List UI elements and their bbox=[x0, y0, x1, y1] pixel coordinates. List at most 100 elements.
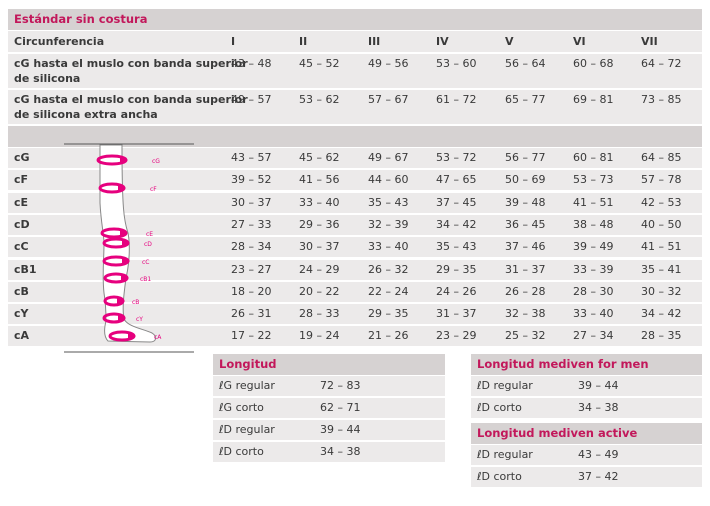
cell: 30 – 37 bbox=[299, 240, 340, 254]
table-row: cF 39 – 52 41 – 56 44 – 60 47 – 65 50 – 69 53 … bbox=[8, 170, 702, 191]
cell: 47 – 65 bbox=[436, 173, 477, 187]
mediven-men-row: ℓD regular 39 – 44 bbox=[471, 376, 702, 396]
size-header: III bbox=[368, 35, 381, 48]
cell: 31 – 37 bbox=[436, 307, 477, 321]
leg-label: cB1 bbox=[140, 276, 151, 283]
leg-label: cG bbox=[152, 158, 160, 165]
table-row: cB1 23 – 27 24 – 29 26 – 32 29 – 35 31 – 37 33… bbox=[8, 259, 702, 280]
table-row: cG 43 – 57 45 – 62 49 – 67 53 – 72 56 – 77 60 … bbox=[8, 148, 702, 168]
row-label-line2: de silicona bbox=[14, 72, 81, 85]
cell: 17 – 22 bbox=[231, 329, 272, 343]
cell: 42 – 53 bbox=[641, 195, 682, 209]
cell: 29 – 35 bbox=[368, 307, 409, 321]
longitud-value: 72 – 83 bbox=[320, 379, 361, 392]
cell: 21 – 26 bbox=[368, 329, 409, 343]
arrow-icon bbox=[118, 314, 126, 322]
cell: 57 – 78 bbox=[641, 173, 682, 187]
cell: 37 – 46 bbox=[505, 240, 546, 254]
mediven-active-title: Longitud mediven active bbox=[471, 423, 702, 444]
cell: 23 – 27 bbox=[231, 262, 272, 276]
longitud-label: ℓG regular bbox=[219, 379, 275, 392]
longitud-row: ℓG regular 72 – 83 bbox=[213, 376, 445, 396]
cell: 49 – 57 bbox=[231, 93, 272, 106]
cell: 33 – 40 bbox=[299, 195, 340, 209]
cell: 26 – 28 bbox=[505, 284, 546, 298]
cell: 28 – 34 bbox=[231, 240, 272, 254]
cell: 65 – 77 bbox=[505, 93, 546, 106]
cell: 73 – 85 bbox=[641, 93, 682, 106]
cell: 60 – 81 bbox=[573, 151, 614, 164]
leg-diagram: cG cF cE cD cC cB1 cB cY cA bbox=[64, 143, 194, 353]
cell: 27 – 34 bbox=[573, 329, 614, 343]
size-header: V bbox=[505, 35, 514, 48]
row-label-line2: de silicona extra ancha bbox=[14, 108, 158, 121]
cell: 38 – 48 bbox=[573, 217, 614, 231]
arrow-icon bbox=[120, 156, 128, 164]
leg-rings: cG cF cE cD cC cB1 cB cY cA bbox=[96, 154, 162, 342]
arrow-icon bbox=[118, 184, 126, 192]
cell: 53 – 62 bbox=[299, 93, 340, 106]
row-label: cG hasta el muslo con banda superior de … bbox=[14, 56, 248, 86]
table-row: cC 28 – 34 30 – 37 33 – 40 35 – 43 37 – 46 39 … bbox=[8, 237, 702, 258]
cell: 26 – 32 bbox=[368, 262, 409, 276]
leg-label: cY bbox=[136, 316, 143, 323]
cell: 35 – 43 bbox=[436, 240, 477, 254]
cell: 23 – 29 bbox=[436, 329, 477, 343]
cell: 26 – 31 bbox=[231, 307, 272, 321]
cell: 39 – 49 bbox=[573, 240, 614, 254]
mediven-active-row: ℓD corto 37 – 42 bbox=[471, 467, 702, 487]
longitud-row: ℓD corto 34 – 38 bbox=[213, 442, 445, 462]
longitud-title: Longitud bbox=[213, 354, 445, 375]
leg-label: cC bbox=[142, 259, 150, 266]
cell: 53 – 72 bbox=[436, 151, 477, 164]
cell: 37 – 45 bbox=[436, 195, 477, 209]
row-label: cA bbox=[14, 329, 30, 343]
row-label-line1: cG hasta el muslo con banda superior bbox=[14, 93, 248, 106]
row-label: cE bbox=[14, 195, 29, 209]
size-header: IV bbox=[436, 35, 449, 48]
cell: 64 – 85 bbox=[641, 151, 682, 164]
cell: 28 – 35 bbox=[641, 329, 682, 343]
cell: 69 – 81 bbox=[573, 93, 614, 106]
cell: 19 – 24 bbox=[299, 329, 340, 343]
leg-label: cF bbox=[150, 186, 157, 193]
cell: 39 – 48 bbox=[505, 195, 546, 209]
size-header: II bbox=[299, 35, 308, 48]
cell: 33 – 40 bbox=[368, 240, 409, 254]
cell: 29 – 35 bbox=[436, 262, 477, 276]
cell: 34 – 42 bbox=[641, 307, 682, 321]
cell: 40 – 50 bbox=[641, 217, 682, 231]
mediven-men-label: ℓD regular bbox=[477, 379, 533, 392]
cell: 35 – 41 bbox=[641, 262, 682, 276]
longitud-value: 39 – 44 bbox=[320, 423, 361, 436]
table-row: cE 30 – 37 33 – 40 35 – 43 37 – 45 39 – 48 41 … bbox=[8, 192, 702, 213]
cell: 49 – 56 bbox=[368, 57, 409, 70]
cell: 41 – 51 bbox=[641, 240, 682, 254]
mediven-men-value: 39 – 44 bbox=[578, 379, 619, 392]
longitud-row: ℓG corto 62 – 71 bbox=[213, 398, 445, 418]
mediven-active-row: ℓD regular 43 – 49 bbox=[471, 445, 702, 465]
row-label: cB1 bbox=[14, 262, 37, 276]
leg-label: cE bbox=[146, 231, 153, 238]
cell: 30 – 37 bbox=[231, 195, 272, 209]
cell: 49 – 67 bbox=[368, 151, 409, 164]
cell: 61 – 72 bbox=[436, 93, 477, 106]
table-row: cG hasta el muslo con banda superior de … bbox=[8, 90, 702, 124]
cell: 32 – 38 bbox=[505, 307, 546, 321]
leg-label: cD bbox=[144, 241, 152, 248]
cell: 28 – 30 bbox=[573, 284, 614, 298]
row-label: cC bbox=[14, 240, 29, 254]
cell: 34 – 42 bbox=[436, 217, 477, 231]
cell: 45 – 52 bbox=[299, 57, 340, 70]
row-label: cB bbox=[14, 284, 29, 298]
mediven-active-value: 43 – 49 bbox=[578, 448, 619, 461]
cell: 44 – 60 bbox=[368, 173, 409, 187]
longitud-label: ℓG corto bbox=[219, 401, 264, 414]
cell: 53 – 73 bbox=[573, 173, 614, 187]
arrow-icon bbox=[121, 274, 129, 282]
cell: 43 – 57 bbox=[231, 151, 272, 164]
mediven-men-value: 34 – 38 bbox=[578, 401, 619, 414]
row-label: cD bbox=[14, 217, 30, 231]
cell: 43 – 48 bbox=[231, 57, 272, 70]
cell: 24 – 29 bbox=[299, 262, 340, 276]
